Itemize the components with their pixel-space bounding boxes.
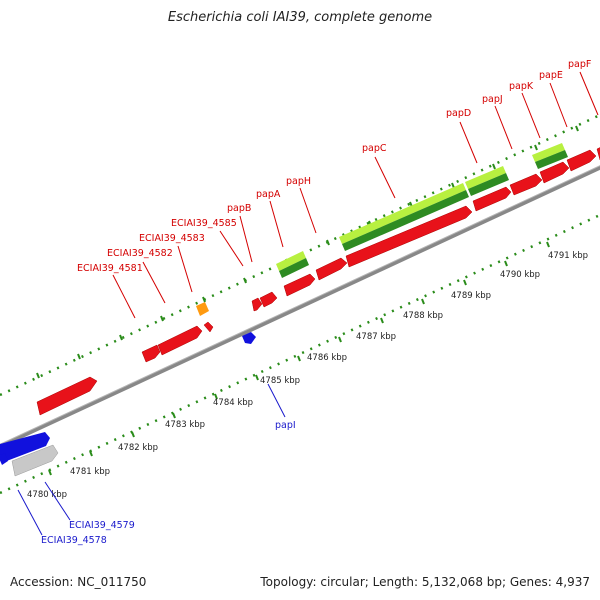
rna-feature-dark — [279, 258, 309, 278]
gene-arrow — [141, 344, 161, 363]
accession-label: Accession: NC_011750 — [10, 575, 147, 589]
gene-label-papK[interactable]: papK — [509, 81, 534, 92]
lower-major-ticks — [48, 241, 550, 476]
gene-arrow — [259, 291, 278, 308]
scale-label-4789: 4789 kbp — [451, 291, 491, 301]
gene-arrow — [566, 149, 597, 172]
gene-label-papC[interactable]: papC — [362, 143, 387, 154]
scale-label-4784: 4784 kbp — [213, 398, 253, 408]
gene-label-ECIAI39_4582[interactable]: ECIAI39_4582 — [107, 248, 173, 259]
gene-label-papF[interactable]: papF — [568, 59, 591, 70]
rna-feature-light — [339, 183, 466, 244]
gene-label-papH[interactable]: papH — [286, 176, 311, 187]
gene-arrow — [0, 432, 50, 462]
scale-label-4782: 4782 kbp — [118, 443, 158, 453]
genome-summary: Topology: circular; Length: 5,132,068 bp… — [260, 575, 590, 589]
gene-label-ECIAI39_4585[interactable]: ECIAI39_4585 — [171, 218, 237, 229]
gene-arrow — [345, 205, 473, 268]
rna-feature-light — [532, 143, 565, 162]
gene-label-ECIAI39_4578[interactable]: ECIAI39_4578 — [41, 535, 107, 546]
scale-label-4788: 4788 kbp — [403, 311, 443, 321]
gene-arrow — [251, 297, 263, 312]
gene-arrow — [472, 186, 512, 212]
rna-features — [276, 143, 568, 278]
map-title: Escherichia coli IAI39, complete genome — [167, 10, 433, 25]
gene-label-papJ[interactable]: papJ — [482, 94, 503, 105]
gene-arrow — [203, 321, 214, 333]
gene-arrow — [0, 453, 8, 465]
gene-label-papI[interactable]: papI — [275, 420, 296, 431]
rna-feature-dark — [342, 190, 469, 251]
genome-backbone — [0, 165, 600, 449]
gene-label-ECIAI39_4583[interactable]: ECIAI39_4583 — [139, 233, 205, 244]
gene-arrow — [157, 325, 203, 356]
scale-label-4781: 4781 kbp — [70, 467, 110, 477]
gene-arrow — [283, 273, 316, 297]
scale-label-4791: 4791 kbp — [548, 251, 588, 261]
scale-label-4780: 4780 kbp — [27, 490, 67, 500]
gene-label-papD[interactable]: papD — [446, 108, 471, 119]
genome-backbone-highlight — [0, 165, 600, 445]
gene-label-papE[interactable]: papE — [539, 70, 563, 81]
scale-label-4783: 4783 kbp — [165, 420, 205, 430]
misc-feature — [196, 302, 209, 316]
gene-label-ECIAI39_4579[interactable]: ECIAI39_4579 — [69, 520, 135, 531]
gene-label-papB[interactable]: papB — [227, 203, 251, 214]
rna-feature-light — [276, 251, 306, 271]
scale-label-4786: 4786 kbp — [307, 353, 347, 363]
gene-arrow — [242, 332, 256, 344]
rna-feature-dark — [468, 173, 509, 196]
forward-genes — [36, 147, 600, 416]
scale-label-4787: 4787 kbp — [356, 332, 396, 342]
scale-label-4785: 4785 kbp — [260, 376, 300, 386]
scale-label-4790: 4790 kbp — [500, 270, 540, 280]
gene-label-ECIAI39_4581[interactable]: ECIAI39_4581 — [77, 263, 143, 274]
label-leaders — [17, 71, 599, 536]
gene-arrow — [315, 257, 348, 281]
gene-arrow — [509, 173, 543, 196]
reverse-genes — [0, 332, 256, 465]
rna-feature-dark — [535, 150, 568, 169]
gene-arrow — [539, 161, 570, 184]
gene-label-papA[interactable]: papA — [256, 189, 281, 200]
gene-arrow — [596, 147, 600, 161]
gene-arrow — [36, 376, 98, 416]
pseudo-gene — [11, 444, 59, 477]
rna-feature-light — [465, 166, 506, 189]
